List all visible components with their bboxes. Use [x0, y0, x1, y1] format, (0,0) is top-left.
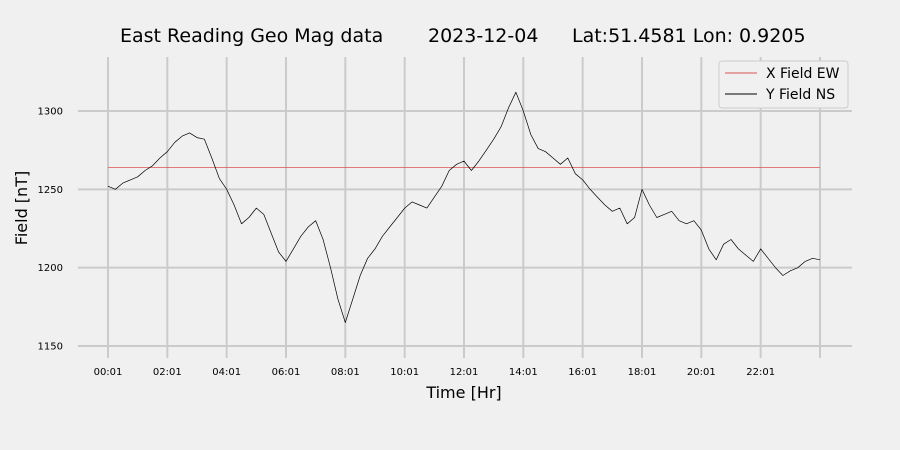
- x-tick-label: 20:01: [687, 367, 716, 378]
- x-tick-label: 02:01: [153, 367, 182, 378]
- x-tick-label: 00:01: [94, 367, 123, 378]
- x-tick-label: 04:01: [212, 367, 241, 378]
- chart-location: Lat:51.4581 Lon: 0.9205: [572, 25, 806, 47]
- x-tick-label: 10:01: [390, 367, 419, 378]
- x-axis-label: Time [Hr]: [425, 383, 501, 402]
- chart-title: East Reading Geo Mag data: [120, 25, 383, 47]
- y-tick-label: 1150: [38, 342, 63, 353]
- y-tick-label: 1200: [38, 263, 63, 274]
- x-tick-label: 14:01: [509, 367, 538, 378]
- tick-labels: 00:01 02:01 04:01 06:01 08:01 10:01 12:01 14:01…: [38, 107, 776, 379]
- x-tick-label: 16:01: [568, 367, 597, 378]
- y-tick-label: 1250: [38, 185, 63, 196]
- x-tick-label: 06:01: [272, 367, 301, 378]
- y-tick-label: 1300: [38, 107, 63, 118]
- x-tick-label: 22:01: [746, 367, 775, 378]
- x-tick-label: 18:01: [628, 367, 657, 378]
- y-axis-label: Field [nT]: [12, 171, 31, 245]
- series-line-y-field-ns: [107, 91, 821, 323]
- grid: [78, 57, 852, 358]
- legend-label-x-field-ew: X Field EW: [766, 66, 840, 82]
- series-layer: [107, 91, 821, 323]
- x-tick-label: 08:01: [331, 367, 360, 378]
- x-tick-label: 12:01: [450, 367, 479, 378]
- legend-label-y-field-ns: Y Field NS: [765, 87, 835, 103]
- chart-date: 2023-12-04: [428, 25, 538, 47]
- legend: X Field EW Y Field NS: [718, 60, 849, 109]
